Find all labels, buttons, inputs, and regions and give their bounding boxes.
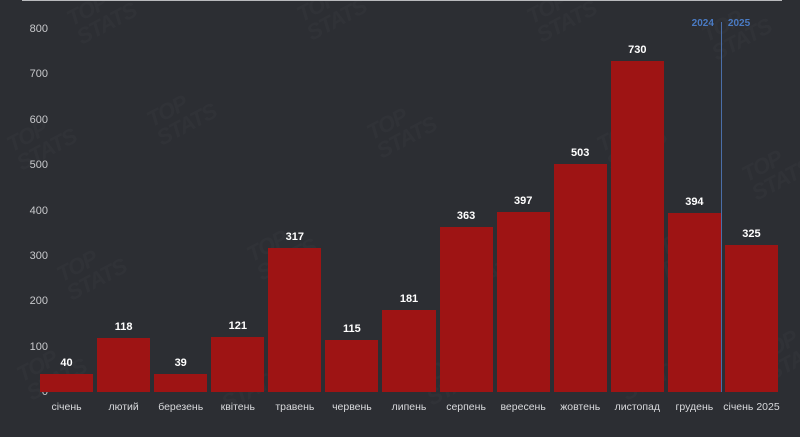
bar[interactable] [439, 227, 493, 392]
bar-value-label: 394 [685, 196, 704, 209]
x-axis-tick-label: лютий [108, 401, 139, 413]
bar[interactable] [268, 248, 322, 392]
y-axis-tick-label: 200 [29, 295, 48, 308]
year-label-2025: 2025 [727, 18, 751, 29]
x-axis-baseline [22, 0, 782, 1]
x-axis-tick-label: березень [158, 401, 204, 413]
bar[interactable] [40, 373, 94, 392]
bar-value-label: 397 [513, 194, 533, 207]
bar-value-label: 115 [343, 322, 361, 335]
x-axis-tick-label: грудень [675, 401, 714, 413]
bar[interactable] [154, 374, 208, 392]
y-axis-tick-label: 300 [29, 249, 48, 262]
y-axis-tick-label: 0 [41, 386, 48, 398]
bar[interactable] [325, 339, 379, 392]
x-axis-tick-label: листопад [614, 401, 661, 413]
bar-value-label: 730 [628, 43, 647, 56]
bar[interactable] [667, 213, 721, 392]
y-axis-tick-label: 100 [29, 340, 48, 353]
bar-value-label: 40 [60, 356, 73, 369]
bar[interactable] [211, 337, 265, 392]
bar[interactable] [97, 338, 151, 392]
bar[interactable] [553, 163, 607, 392]
bar[interactable] [610, 60, 664, 392]
bar-value-label: 363 [456, 210, 476, 223]
x-axis-tick-label: липень [391, 401, 427, 413]
y-axis-tick-label: 700 [29, 68, 48, 81]
x-axis-tick-label: вересень [500, 401, 546, 413]
bar-value-label: 39 [174, 357, 187, 370]
bar-value-label: 118 [114, 321, 133, 334]
x-axis-tick-label: січень 2025 [723, 401, 780, 413]
x-axis-tick-label: січень [51, 401, 82, 413]
bar[interactable] [724, 244, 778, 392]
bar-value-label: 503 [571, 146, 590, 159]
bar-value-label: 181 [399, 292, 419, 305]
y-axis-tick-label: 600 [29, 113, 48, 126]
year-label-2024: 2024 [691, 18, 714, 29]
y-axis-tick-label: 800 [29, 23, 48, 35]
bar-value-label: 121 [228, 320, 247, 333]
x-axis-tick-label: жовтень [560, 401, 601, 413]
x-axis-tick-label: серпень [446, 401, 486, 413]
y-axis-tick-label: 500 [29, 159, 48, 172]
bar-value-label: 325 [742, 227, 761, 240]
x-axis-tick-label: травень [275, 401, 315, 413]
bar[interactable] [496, 211, 550, 392]
bar[interactable] [382, 309, 436, 392]
bar-value-label: 317 [285, 231, 305, 244]
year-divider-line [720, 22, 722, 392]
y-axis: 0 100 200 300 400 500 600 700 800 [14, 0, 48, 437]
x-axis-tick-label: квітень [220, 401, 255, 413]
x-axis-tick-label: червень [332, 401, 372, 413]
y-axis-tick-label: 400 [29, 204, 48, 217]
